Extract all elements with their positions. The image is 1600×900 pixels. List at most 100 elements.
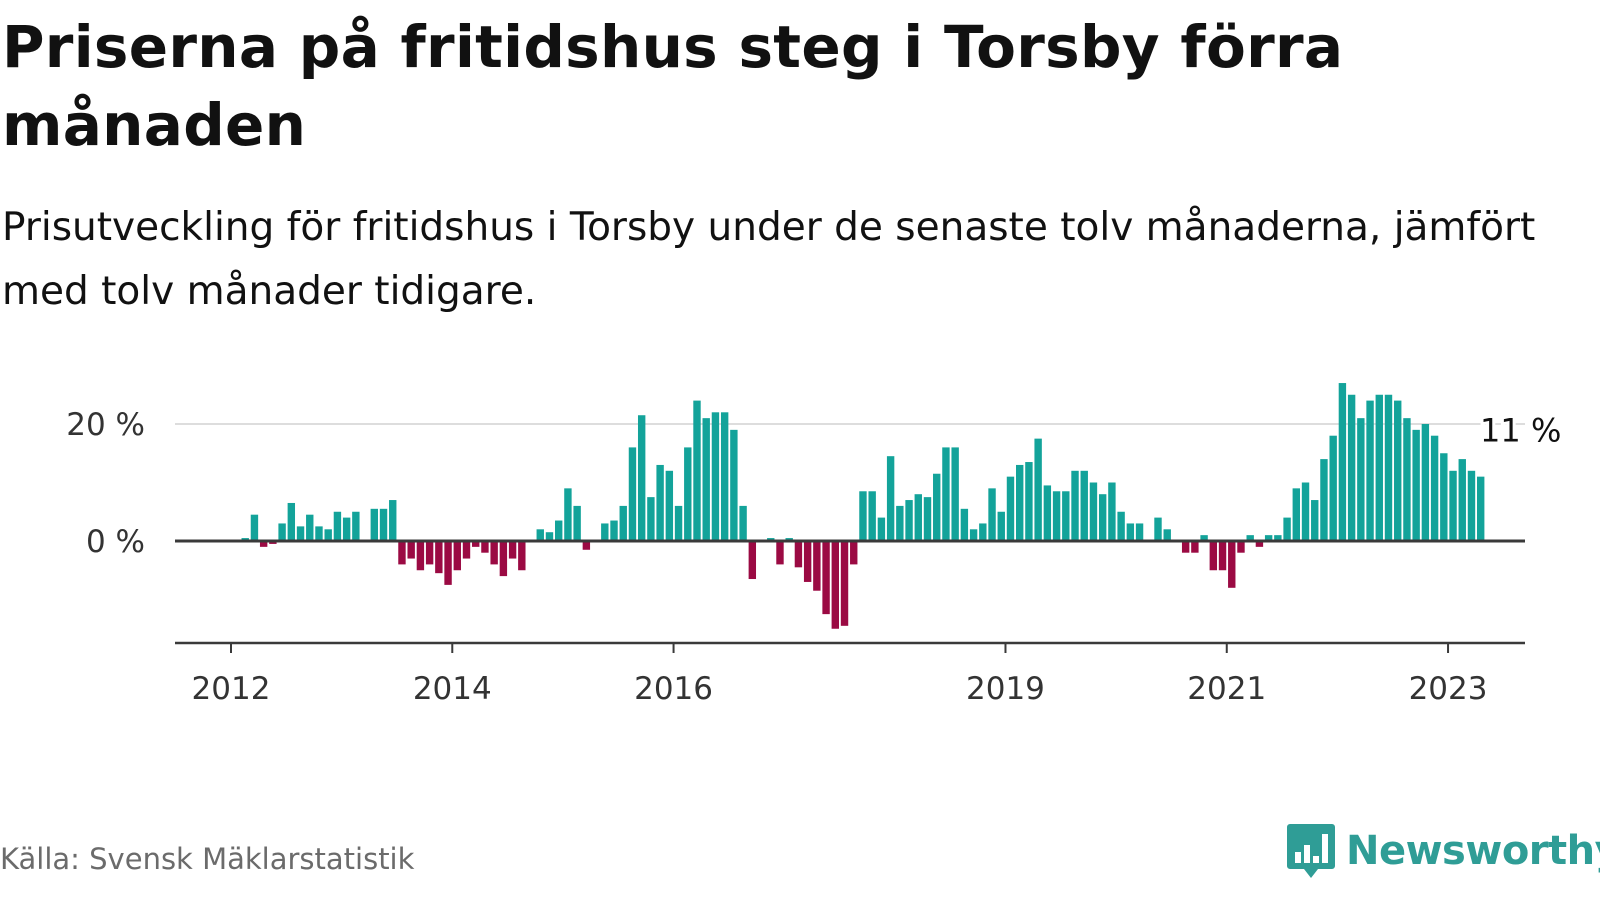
bar-positive	[711, 412, 720, 541]
bar-positive	[342, 517, 351, 541]
bar-positive	[1154, 517, 1162, 541]
bar-positive	[619, 505, 627, 541]
bar-negative	[748, 541, 757, 580]
chart-title: Priserna på fritidshus steg i Torsby för…	[2, 13, 1344, 159]
bar-positive	[601, 523, 609, 541]
bar-positive	[1430, 435, 1439, 541]
bar-positive	[656, 464, 664, 541]
bar-positive	[979, 523, 987, 541]
bar-positive	[1375, 394, 1383, 541]
bar-negative	[472, 541, 480, 547]
bar-positive	[739, 505, 747, 541]
bar-positive	[1366, 400, 1374, 541]
bar-positive	[637, 415, 646, 541]
bar-chart: 0 % 20 % 2012 2014 2016 2019 2021 2023 11 %	[66, 383, 1560, 707]
bar-negative	[1209, 541, 1218, 571]
brand-logo: Newsworthy	[1286, 822, 1600, 880]
bar-negative	[582, 541, 591, 550]
bar-negative	[850, 541, 858, 565]
x-tick-label: 2021	[1187, 671, 1266, 707]
bar-positive	[1098, 494, 1107, 541]
bar-positive	[1043, 485, 1052, 541]
bar-positive	[1384, 394, 1393, 541]
bar-positive	[324, 529, 332, 541]
bar-positive	[1357, 418, 1365, 541]
bar-positive	[1006, 476, 1015, 541]
source-note: Källa: Svensk Mäklarstatistik	[0, 842, 415, 876]
bar-negative	[803, 541, 812, 582]
bar-negative	[840, 541, 849, 626]
bar-positive	[1338, 383, 1347, 541]
bar-positive	[730, 429, 738, 541]
bar-negative	[518, 541, 526, 571]
bar-positive	[674, 505, 683, 541]
bar-positive	[1320, 459, 1328, 541]
bar-negative	[776, 541, 784, 565]
bar-positive	[1467, 470, 1476, 541]
bar-negative	[444, 541, 452, 585]
bar-positive	[1034, 438, 1042, 542]
bar-negative	[1191, 541, 1199, 553]
bar-positive	[1126, 523, 1135, 541]
bar-negative	[508, 541, 517, 559]
bar-positive	[1117, 511, 1125, 541]
bar-positive	[389, 500, 397, 541]
bar-positive	[1394, 400, 1402, 541]
bar-negative	[1228, 541, 1236, 588]
x-tick-label: 2019	[966, 671, 1045, 707]
bar-positive	[1163, 529, 1171, 541]
x-tick-label: 2016	[634, 671, 713, 707]
bar-positive	[1311, 500, 1319, 541]
bar-positive	[859, 491, 867, 541]
bar-positive	[536, 529, 544, 541]
bar-positive	[1089, 482, 1098, 541]
y-tick-label: 0 %	[86, 524, 145, 560]
bar-negative	[1218, 541, 1227, 571]
bar-positive	[702, 418, 710, 541]
bar-positive	[868, 491, 876, 541]
bar-positive	[969, 529, 978, 541]
bar-positive	[647, 497, 655, 542]
bar-positive	[296, 526, 305, 542]
bar-positive	[693, 400, 701, 541]
x-tick-label: 2014	[413, 671, 492, 707]
bar-negative	[490, 541, 498, 565]
x-tick-label: 2023	[1409, 671, 1488, 707]
bar-negative	[435, 541, 443, 574]
bar-negative	[398, 541, 406, 565]
bar-negative	[259, 541, 268, 547]
bar-positive	[278, 523, 286, 541]
bar-positive	[896, 505, 904, 541]
bar-negative	[822, 541, 830, 615]
bar-negative	[1181, 541, 1190, 553]
bar-negative	[813, 541, 821, 591]
bar-positive	[1025, 462, 1033, 541]
bar-positive	[942, 447, 950, 541]
bar-positive	[370, 508, 378, 541]
bar-positive	[1403, 418, 1411, 541]
bar-negative	[499, 541, 508, 577]
bar-negative	[794, 541, 803, 568]
brand-name: Newsworthy	[1346, 828, 1600, 874]
bar-positive	[333, 511, 342, 541]
bar-positive	[1440, 453, 1448, 541]
bar-negative	[831, 541, 839, 629]
bar-positive	[1421, 424, 1430, 541]
bar-positive	[720, 412, 729, 541]
bar-negative	[1237, 541, 1245, 553]
bar-positive	[877, 517, 886, 541]
chart-subtitle: Prisutveckling för fritidshus i Torsby u…	[2, 205, 1536, 314]
bar-positive	[555, 520, 563, 541]
x-tick-label: 2012	[192, 671, 271, 707]
bar-positive	[1329, 435, 1337, 541]
bar-positive	[250, 514, 259, 541]
bar-positive	[1292, 488, 1300, 541]
bar-negative	[416, 541, 425, 571]
bar-positive	[545, 532, 554, 541]
bar-positive	[564, 488, 572, 541]
bar-positive	[1246, 535, 1254, 541]
bar-positive	[315, 526, 323, 542]
bar-positive	[684, 447, 692, 541]
bar-positive	[905, 500, 913, 541]
bar-negative	[407, 541, 415, 559]
